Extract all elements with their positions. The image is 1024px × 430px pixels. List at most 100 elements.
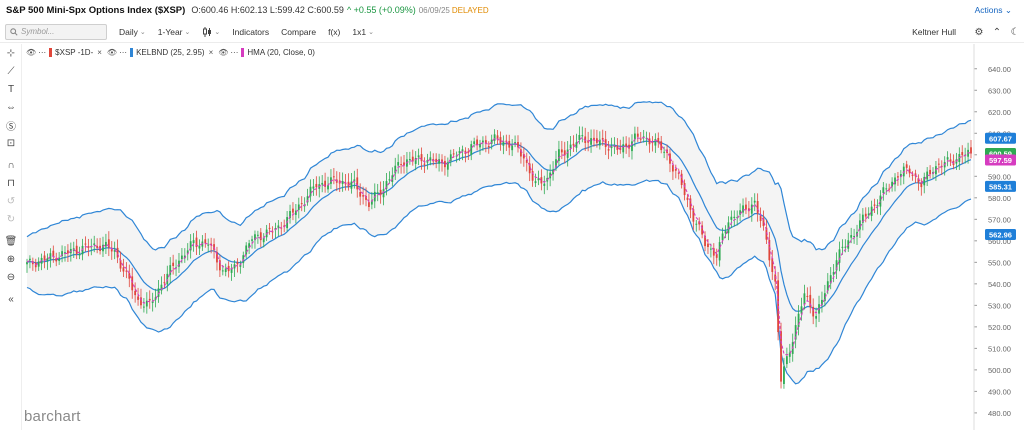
candle-body	[484, 140, 487, 144]
candle-body	[330, 177, 332, 184]
gear-icon[interactable]: ⚙	[974, 26, 984, 38]
eye-icon[interactable]: 👁︎	[26, 47, 37, 57]
candle-body	[435, 158, 438, 163]
eye-icon[interactable]: 👁︎	[218, 47, 229, 57]
candle-body	[753, 200, 756, 203]
candle	[408, 151, 411, 165]
candle-body	[300, 203, 303, 205]
zoom-out-icon[interactable]: ⊖	[6, 271, 16, 283]
y-tick-label: 540.00	[988, 280, 1011, 289]
symbol-search-input[interactable]: Symbol...	[5, 23, 107, 40]
candle-body	[859, 220, 861, 230]
candle-body	[107, 239, 110, 248]
undo-icon[interactable]: ↺	[6, 195, 16, 207]
y-tick-label: 530.00	[988, 301, 1011, 310]
candle-body	[306, 196, 309, 203]
candle	[216, 246, 218, 271]
collapse-icon[interactable]: ⌃	[992, 26, 1002, 38]
candle-body	[324, 180, 327, 187]
candle-body	[391, 175, 394, 182]
candle-body	[259, 232, 262, 241]
measure-tool-icon[interactable]: ⇔	[6, 101, 16, 113]
eye-icon[interactable]: 👁︎	[106, 47, 118, 57]
text-tool-icon[interactable]: T	[7, 83, 15, 95]
candle	[891, 177, 893, 192]
fx-button[interactable]: f(x)	[328, 26, 341, 37]
candle	[484, 135, 487, 153]
candle	[330, 169, 332, 190]
candle-body	[528, 163, 531, 174]
candle	[192, 233, 195, 252]
close-icon[interactable]: ×	[97, 47, 102, 57]
candle	[93, 235, 96, 253]
hma-line	[26, 136, 972, 356]
candle-body	[628, 144, 630, 149]
candle-body	[148, 298, 151, 301]
crosshair-tool-icon[interactable]: ⊹	[6, 47, 16, 59]
magnet-icon[interactable]: ∩	[7, 159, 15, 171]
pattern-tool-icon[interactable]: ⊡	[6, 137, 16, 149]
candle-body	[400, 164, 402, 166]
candle	[525, 152, 528, 172]
trash-icon[interactable]: 🗑︎	[4, 235, 18, 247]
candle	[809, 286, 812, 314]
candle-body	[102, 244, 104, 252]
candle-body	[283, 225, 286, 227]
zoom-in-icon[interactable]: ⊕	[6, 253, 16, 265]
candle-body	[43, 255, 46, 261]
candle-body	[555, 159, 557, 167]
candle	[774, 266, 777, 291]
candle-body	[575, 142, 578, 148]
candle-body	[388, 179, 391, 181]
candle-body	[718, 242, 721, 261]
price-badge: 562.96	[985, 228, 1016, 240]
indicators-button[interactable]: Indicators	[232, 26, 270, 37]
range-dropdown[interactable]: 1-Year ⌄	[158, 27, 191, 37]
candle	[283, 219, 286, 233]
interval-dropdown[interactable]: Daily ⌄	[119, 27, 146, 37]
more-icon[interactable]: ···	[230, 47, 239, 57]
lock-icon[interactable]: ⊓	[7, 177, 15, 189]
collapse-rail-icon[interactable]: «	[8, 293, 14, 305]
candle	[885, 183, 888, 196]
candle	[970, 139, 972, 159]
layout-dropdown[interactable]: 1x1 ⌄	[352, 27, 374, 37]
candle	[870, 200, 873, 222]
redo-icon[interactable]: ↻	[6, 213, 16, 225]
compare-button[interactable]: Compare	[281, 26, 317, 37]
candle	[806, 287, 809, 301]
more-icon[interactable]: ···	[119, 47, 128, 57]
quote-date: 06/09/25	[418, 5, 450, 15]
dollar-tool-icon[interactable]: Ⓢ	[6, 121, 16, 133]
y-tick-label: 590.00	[988, 172, 1011, 181]
template-name[interactable]: Keltner Hull	[912, 27, 956, 37]
y-tick-label: 500.00	[988, 366, 1011, 375]
candle-body	[701, 225, 704, 235]
candle	[783, 357, 785, 389]
candle	[438, 153, 440, 172]
candle-body	[487, 145, 490, 147]
candle-body	[598, 139, 601, 146]
candle	[397, 154, 400, 174]
candle-body	[145, 300, 148, 307]
candle-body	[885, 188, 888, 190]
actions-menu[interactable]: Actions ⌄	[975, 5, 1012, 16]
candle-body	[704, 235, 706, 247]
candle-body	[806, 295, 809, 297]
candle	[414, 151, 417, 171]
candle	[245, 242, 248, 259]
candle-body	[245, 245, 248, 255]
candle	[145, 292, 148, 314]
candle	[715, 248, 718, 266]
more-icon[interactable]: ···	[38, 47, 47, 57]
dark-mode-icon[interactable]: ☾	[1010, 26, 1020, 38]
close-icon[interactable]: ×	[208, 47, 214, 57]
candle-body	[926, 171, 929, 180]
trendline-tool-icon[interactable]: ⟋	[7, 65, 15, 77]
candle-body	[408, 159, 411, 161]
candle	[739, 203, 742, 222]
bar-type-dropdown[interactable]: ⌄	[202, 26, 220, 37]
candle-body	[543, 183, 546, 186]
candle	[654, 133, 657, 153]
